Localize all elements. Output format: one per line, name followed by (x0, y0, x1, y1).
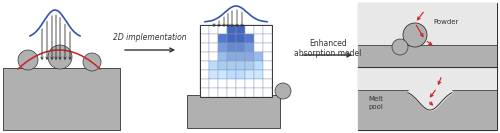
Text: 2D implementation: 2D implementation (113, 34, 187, 43)
Bar (236, 52, 245, 61)
Text: Enhanced: Enhanced (309, 38, 347, 47)
Bar (263, 70, 272, 79)
Bar (227, 88, 236, 97)
Bar (200, 88, 209, 97)
Circle shape (18, 50, 38, 70)
Bar (218, 34, 227, 43)
Circle shape (392, 39, 408, 55)
Bar (245, 34, 254, 43)
Bar (245, 61, 254, 70)
Bar (236, 25, 245, 34)
Bar (254, 34, 263, 43)
Bar (245, 52, 254, 61)
Bar (263, 79, 272, 88)
Bar (245, 79, 254, 88)
Text: absorption model: absorption model (294, 49, 362, 57)
Bar (227, 25, 236, 34)
Bar (187, 95, 280, 128)
Bar (200, 52, 209, 61)
Text: Powder: Powder (433, 19, 458, 25)
Bar (245, 70, 254, 79)
Bar (236, 79, 245, 88)
Bar (218, 88, 227, 97)
Bar (200, 34, 209, 43)
Bar (227, 70, 236, 79)
Bar (236, 34, 245, 43)
Bar (254, 43, 263, 52)
Bar (200, 70, 209, 79)
Circle shape (275, 83, 291, 99)
Bar (218, 79, 227, 88)
Bar (227, 79, 236, 88)
Bar (209, 79, 218, 88)
Bar (200, 61, 209, 70)
Bar (245, 25, 254, 34)
Bar (218, 61, 227, 70)
Bar (236, 61, 245, 70)
Bar (209, 88, 218, 97)
Bar (209, 34, 218, 43)
Bar (254, 52, 263, 61)
Circle shape (83, 53, 101, 71)
Bar (200, 25, 209, 34)
Bar (254, 79, 263, 88)
Bar (227, 34, 236, 43)
Bar (254, 25, 263, 34)
Bar (218, 25, 227, 34)
Bar (263, 52, 272, 61)
Bar (254, 88, 263, 97)
Bar (209, 61, 218, 70)
Circle shape (403, 23, 427, 47)
Bar (358, 3, 497, 130)
Bar (358, 3, 497, 67)
Bar (254, 70, 263, 79)
Text: Melt
pool: Melt pool (368, 96, 383, 110)
Bar (236, 70, 245, 79)
Bar (200, 25, 272, 97)
Bar (3, 68, 120, 130)
Bar (227, 52, 236, 61)
Bar (218, 52, 227, 61)
Bar (358, 68, 497, 130)
Bar (218, 70, 227, 79)
Bar (358, 90, 497, 130)
Bar (200, 79, 209, 88)
Bar (263, 25, 272, 34)
Circle shape (48, 45, 72, 69)
Bar (236, 88, 245, 97)
Bar (263, 34, 272, 43)
Bar (227, 43, 236, 52)
Bar (245, 43, 254, 52)
Bar (209, 52, 218, 61)
Bar (245, 88, 254, 97)
Bar (200, 43, 209, 52)
Bar (218, 43, 227, 52)
Bar (209, 70, 218, 79)
Bar (254, 61, 263, 70)
Bar (358, 45, 497, 67)
Bar (209, 25, 218, 34)
Bar (236, 43, 245, 52)
Bar (227, 61, 236, 70)
Bar (263, 43, 272, 52)
Bar (209, 43, 218, 52)
Bar (263, 61, 272, 70)
Bar (263, 88, 272, 97)
